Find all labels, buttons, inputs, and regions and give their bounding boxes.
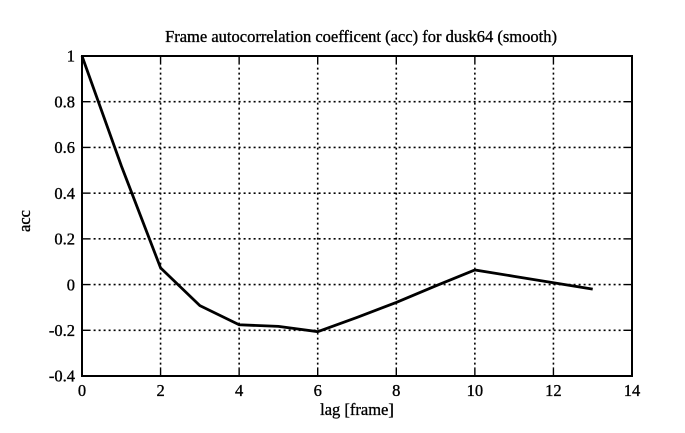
svg-text:8: 8 xyxy=(392,381,400,400)
svg-text:Frame autocorrelation coeffice: Frame autocorrelation coefficent (acc) f… xyxy=(165,27,557,46)
svg-text:0.2: 0.2 xyxy=(54,230,75,249)
svg-text:0: 0 xyxy=(67,275,75,294)
svg-text:-0.4: -0.4 xyxy=(49,367,75,386)
svg-text:-0.2: -0.2 xyxy=(49,321,75,340)
svg-text:14: 14 xyxy=(624,381,641,400)
svg-text:lag [frame]: lag [frame] xyxy=(320,400,394,419)
svg-text:0: 0 xyxy=(78,381,86,400)
svg-text:0.4: 0.4 xyxy=(54,184,75,203)
svg-text:1: 1 xyxy=(67,47,75,66)
svg-text:0.6: 0.6 xyxy=(54,138,75,157)
svg-text:12: 12 xyxy=(545,381,562,400)
svg-text:4: 4 xyxy=(235,381,243,400)
svg-text:10: 10 xyxy=(467,381,484,400)
svg-text:6: 6 xyxy=(314,381,322,400)
svg-text:2: 2 xyxy=(156,381,164,400)
svg-text:acc: acc xyxy=(15,210,34,232)
svg-text:0.8: 0.8 xyxy=(54,92,75,111)
